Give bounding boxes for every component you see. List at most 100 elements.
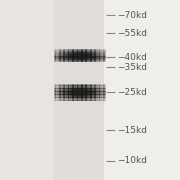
Bar: [90, 99, 92, 100]
Bar: [60, 99, 62, 100]
Bar: [78, 91, 80, 92]
Bar: [103, 91, 105, 92]
Bar: [102, 49, 104, 50]
Bar: [82, 51, 84, 52]
Bar: [88, 96, 89, 97]
Bar: [81, 91, 83, 92]
Bar: [103, 99, 105, 100]
Bar: [76, 92, 78, 93]
Bar: [55, 50, 57, 51]
Bar: [103, 53, 105, 54]
Bar: [90, 52, 92, 53]
Bar: [64, 92, 66, 93]
Bar: [88, 53, 89, 54]
Bar: [89, 58, 91, 59]
Bar: [91, 87, 93, 88]
Bar: [63, 84, 65, 85]
Bar: [86, 59, 88, 60]
Bar: [98, 49, 100, 50]
Bar: [54, 60, 56, 61]
Bar: [85, 92, 87, 93]
Bar: [57, 91, 58, 92]
Bar: [85, 87, 87, 88]
Bar: [102, 53, 104, 54]
Bar: [98, 51, 100, 52]
Bar: [86, 56, 88, 57]
Bar: [77, 53, 79, 54]
Bar: [76, 86, 78, 87]
Bar: [94, 51, 96, 52]
Bar: [57, 61, 58, 62]
Bar: [93, 89, 94, 90]
Bar: [67, 90, 69, 91]
Bar: [77, 98, 79, 99]
Bar: [71, 49, 73, 50]
Bar: [93, 49, 94, 50]
Bar: [59, 94, 61, 95]
Bar: [81, 57, 83, 58]
Bar: [63, 97, 65, 98]
Bar: [78, 58, 80, 59]
Bar: [89, 60, 91, 61]
Bar: [55, 57, 57, 58]
Bar: [81, 97, 83, 98]
Bar: [76, 61, 78, 62]
Bar: [69, 94, 71, 95]
Bar: [67, 58, 69, 59]
Bar: [90, 58, 92, 59]
Bar: [94, 92, 96, 93]
Bar: [90, 84, 92, 85]
Bar: [85, 61, 87, 62]
Bar: [80, 55, 82, 56]
Bar: [60, 55, 62, 56]
Bar: [95, 59, 97, 60]
Bar: [100, 61, 102, 62]
Bar: [91, 55, 93, 56]
Bar: [88, 52, 89, 53]
Bar: [82, 100, 84, 101]
Bar: [75, 91, 76, 92]
Bar: [72, 57, 74, 58]
Bar: [95, 96, 97, 97]
Bar: [71, 52, 73, 53]
Bar: [68, 51, 70, 52]
Bar: [94, 87, 96, 88]
Bar: [94, 50, 96, 51]
Bar: [64, 60, 66, 61]
Bar: [63, 96, 65, 97]
Bar: [57, 96, 58, 97]
Bar: [102, 52, 104, 53]
Bar: [93, 54, 94, 55]
Bar: [55, 97, 57, 98]
Bar: [64, 86, 66, 87]
Bar: [57, 93, 58, 94]
Bar: [86, 87, 88, 88]
Bar: [99, 57, 101, 58]
Bar: [99, 94, 101, 95]
Bar: [89, 60, 91, 61]
Bar: [103, 51, 105, 52]
Bar: [77, 59, 79, 60]
Bar: [94, 60, 96, 61]
Bar: [88, 100, 89, 101]
Bar: [97, 55, 98, 56]
Bar: [59, 94, 61, 95]
Bar: [77, 51, 79, 52]
Bar: [80, 55, 82, 56]
Bar: [60, 53, 62, 54]
Bar: [103, 57, 105, 58]
Bar: [78, 90, 80, 91]
Bar: [75, 51, 76, 52]
Bar: [71, 53, 73, 54]
Bar: [68, 97, 70, 98]
Bar: [78, 93, 80, 94]
Bar: [81, 93, 83, 94]
Bar: [77, 91, 79, 92]
Bar: [72, 50, 74, 51]
Bar: [72, 49, 74, 50]
Bar: [59, 87, 61, 88]
Bar: [104, 56, 106, 57]
Bar: [54, 55, 56, 56]
Bar: [54, 55, 56, 56]
Bar: [103, 100, 105, 101]
